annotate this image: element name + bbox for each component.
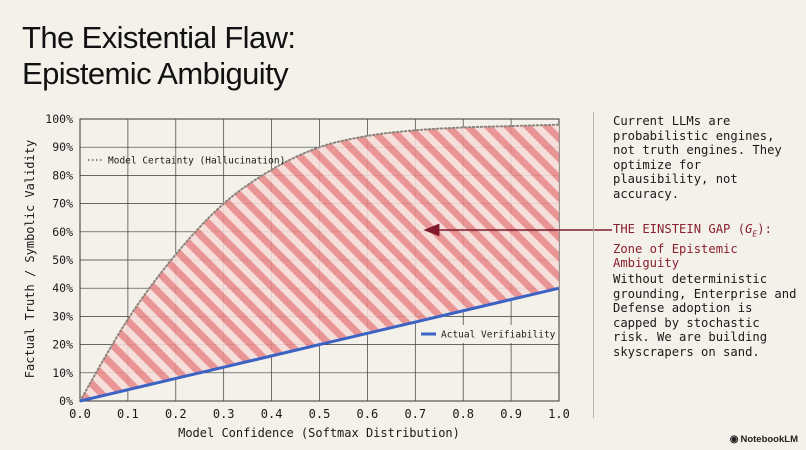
legend-verifiability: Actual Verifiability	[418, 325, 556, 343]
x-tick-label: 0.5	[309, 407, 331, 421]
epistemic-gap-area	[80, 124, 559, 401]
einstein-gap-line-1: THE EINSTEIN GAP (GE):	[613, 222, 803, 242]
notebooklm-logo-icon: ◉	[729, 434, 739, 445]
x-tick-label: 0.7	[404, 407, 426, 421]
x-tick-label: 0.9	[500, 407, 522, 421]
gap-suffix: ):	[757, 222, 772, 236]
y-tick-label: 50%	[52, 253, 73, 267]
series-line-certainty	[79, 123, 560, 402]
gap-prefix: THE EINSTEIN GAP (	[613, 222, 746, 236]
y-tick-label: 60%	[52, 225, 73, 239]
intro-text: Current LLMs are probabilistic engines, …	[613, 114, 782, 201]
title-line-1: The Existential Flaw:	[22, 20, 296, 55]
x-tick-label: 0.1	[117, 407, 139, 421]
legend-certainty-label: Model Certainty (Hallucination)	[108, 156, 285, 167]
series-line-verifiability	[79, 286, 560, 403]
y-tick-label: 80%	[52, 168, 73, 182]
x-tick-label: 1.0	[548, 407, 570, 421]
einstein-gap-line-2: Zone of Epistemic Ambiguity	[613, 241, 738, 271]
y-tick-label: 10%	[52, 366, 73, 380]
notebooklm-brand: ◉ NotebookLM	[730, 434, 798, 445]
y-tick-label: 30%	[52, 309, 73, 323]
gap-subscript: E	[752, 229, 758, 239]
x-axis-label: Model Confidence (Softmax Distribution)	[178, 426, 460, 440]
x-tick-label: 0.6	[357, 407, 379, 421]
risk-text: Without deterministic grounding, Enterpr…	[613, 272, 797, 359]
y-axis-label: Factual Truth / Symbolic Validity	[23, 140, 37, 378]
x-tick-label: 0.4	[261, 407, 283, 421]
title-line-2: Epistemic Ambiguity	[22, 56, 289, 91]
y-tick-label: 20%	[52, 338, 73, 352]
y-tick-label: 40%	[52, 281, 73, 295]
brand-label: NotebookLM	[740, 434, 798, 445]
y-tick-label: 0%	[59, 394, 73, 408]
y-tick-label: 100%	[45, 112, 73, 126]
x-tick-label: 0.8	[452, 407, 474, 421]
legend-verifiability-label: Actual Verifiability	[441, 330, 556, 341]
gap-symbol: G	[745, 222, 753, 236]
x-tick-label: 0.0	[69, 407, 91, 421]
panel-divider	[593, 112, 594, 418]
y-tick-label: 70%	[52, 197, 73, 211]
legend-certainty: Model Certainty (Hallucination)	[88, 156, 285, 167]
x-tick-label: 0.3	[213, 407, 235, 421]
y-tick-label: 90%	[52, 140, 73, 154]
einstein-gap-label: THE EINSTEIN GAP (GE): Zone of Epistemic…	[613, 222, 803, 271]
slide-title: The Existential Flaw: Epistemic Ambiguit…	[22, 20, 296, 92]
x-tick-label: 0.2	[165, 407, 187, 421]
